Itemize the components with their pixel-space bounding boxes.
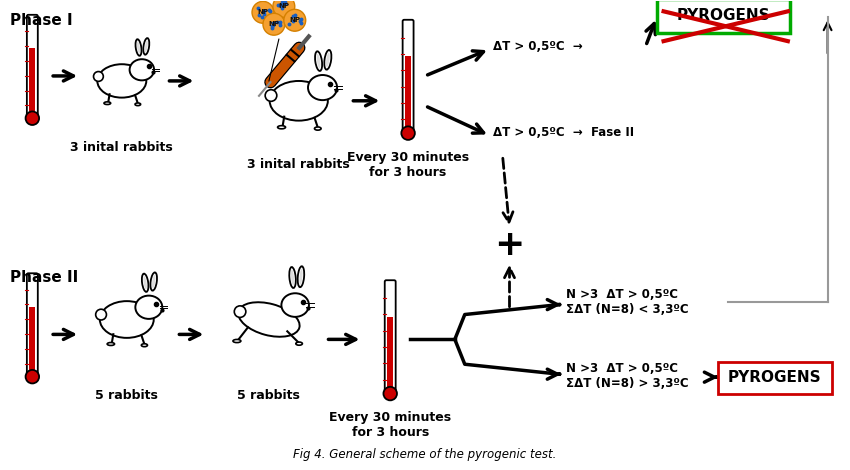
Circle shape: [273, 0, 295, 17]
Ellipse shape: [291, 270, 294, 285]
Circle shape: [401, 126, 415, 140]
Ellipse shape: [141, 344, 147, 347]
FancyBboxPatch shape: [656, 0, 790, 33]
Ellipse shape: [97, 64, 146, 98]
Ellipse shape: [281, 293, 309, 317]
Circle shape: [284, 9, 306, 31]
Ellipse shape: [315, 51, 322, 71]
Ellipse shape: [135, 296, 162, 319]
Text: ΔT > 0,5ºC  →: ΔT > 0,5ºC →: [493, 39, 582, 53]
Ellipse shape: [150, 273, 157, 290]
Text: Phase II: Phase II: [10, 270, 79, 285]
Ellipse shape: [137, 41, 140, 54]
Ellipse shape: [144, 40, 148, 53]
Text: Fig 4. General scheme of the pyrogenic test.: Fig 4. General scheme of the pyrogenic t…: [293, 447, 557, 461]
Text: PYROGENS: PYROGENS: [677, 8, 770, 23]
Ellipse shape: [129, 59, 154, 80]
Circle shape: [265, 90, 277, 102]
Text: N >3  ΔT > 0,5ºC
ΣΔT (N=8) < 3,3ºC: N >3 ΔT > 0,5ºC ΣΔT (N=8) < 3,3ºC: [566, 288, 688, 315]
Ellipse shape: [308, 75, 337, 100]
Text: Every 30 minutes
for 3 hours: Every 30 minutes for 3 hours: [347, 150, 469, 179]
Text: Phase I: Phase I: [10, 13, 73, 28]
Ellipse shape: [326, 53, 330, 67]
Ellipse shape: [99, 301, 154, 338]
FancyBboxPatch shape: [385, 280, 395, 392]
Text: 3 inital rabbits: 3 inital rabbits: [71, 141, 173, 154]
Text: NP: NP: [258, 9, 269, 15]
Ellipse shape: [142, 274, 149, 292]
Ellipse shape: [233, 339, 241, 343]
Text: +: +: [495, 228, 524, 262]
Bar: [30, 48, 36, 116]
Circle shape: [26, 111, 39, 125]
Circle shape: [26, 370, 39, 384]
Circle shape: [96, 309, 106, 320]
Ellipse shape: [278, 125, 286, 129]
Bar: [30, 306, 36, 374]
Ellipse shape: [289, 267, 296, 288]
Ellipse shape: [238, 302, 299, 337]
Ellipse shape: [314, 127, 321, 130]
FancyBboxPatch shape: [27, 15, 37, 117]
Circle shape: [263, 13, 285, 35]
Bar: [405, 56, 411, 130]
Ellipse shape: [104, 102, 111, 104]
FancyBboxPatch shape: [403, 20, 414, 132]
Text: PYROGENS: PYROGENS: [728, 369, 822, 384]
Ellipse shape: [317, 54, 320, 68]
Ellipse shape: [144, 276, 147, 290]
Ellipse shape: [135, 39, 141, 56]
Text: 5 rabbits: 5 rabbits: [237, 389, 300, 402]
Ellipse shape: [152, 275, 156, 288]
Circle shape: [94, 71, 104, 81]
Text: ΔT > 0,5ºC  →  Fase II: ΔT > 0,5ºC → Fase II: [493, 126, 634, 139]
Text: NP: NP: [289, 17, 300, 23]
Ellipse shape: [107, 343, 115, 345]
Ellipse shape: [296, 342, 303, 345]
Circle shape: [383, 387, 397, 400]
Ellipse shape: [144, 38, 150, 55]
Ellipse shape: [299, 269, 303, 284]
Text: 5 rabbits: 5 rabbits: [95, 389, 158, 402]
Bar: [388, 317, 394, 391]
Ellipse shape: [269, 81, 328, 121]
Text: Every 30 minutes
for 3 hours: Every 30 minutes for 3 hours: [329, 411, 451, 439]
Text: NP: NP: [278, 3, 289, 9]
Text: 3 inital rabbits: 3 inital rabbits: [247, 158, 350, 172]
Text: N >3  ΔT > 0,5ºC
ΣΔT (N=8) > 3,3ºC: N >3 ΔT > 0,5ºC ΣΔT (N=8) > 3,3ºC: [566, 362, 688, 390]
Circle shape: [235, 306, 246, 317]
Circle shape: [252, 1, 274, 23]
FancyBboxPatch shape: [718, 362, 831, 394]
Ellipse shape: [298, 266, 304, 287]
Ellipse shape: [135, 103, 140, 106]
FancyBboxPatch shape: [27, 273, 37, 376]
Text: NP: NP: [269, 21, 280, 27]
Ellipse shape: [325, 50, 332, 70]
